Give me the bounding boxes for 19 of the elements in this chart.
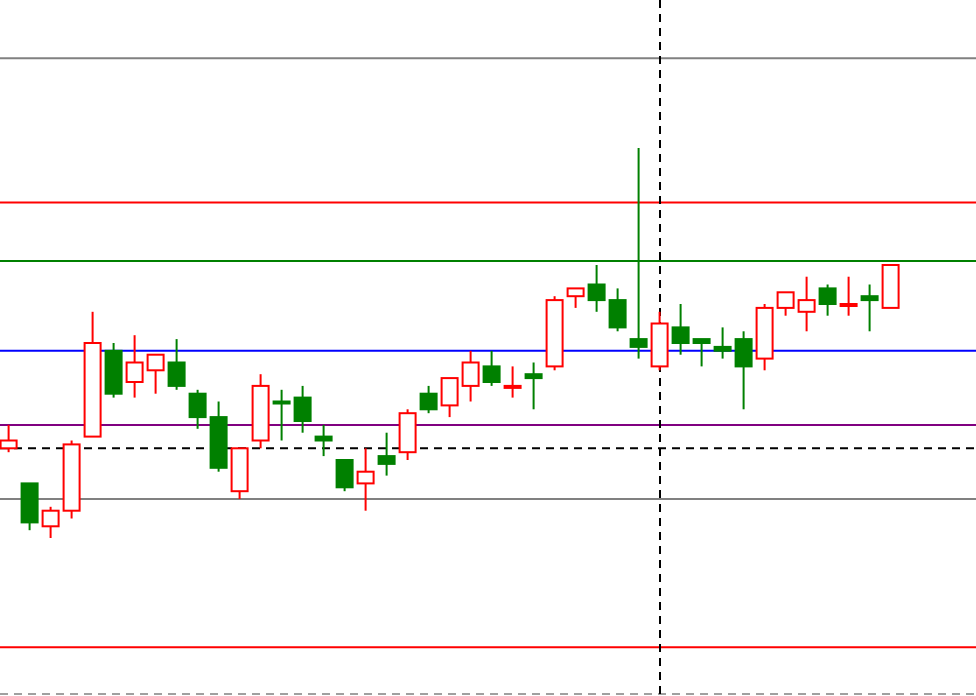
candlestick <box>503 365 522 399</box>
candlestick <box>104 342 123 399</box>
candlestick <box>818 283 837 317</box>
candlestick <box>377 431 396 477</box>
candlestick <box>356 447 375 512</box>
candlestick <box>335 459 354 493</box>
candlestick <box>566 287 585 309</box>
candlestick <box>839 275 858 317</box>
candlestick <box>230 447 249 500</box>
candlestick <box>398 408 417 461</box>
candlestick <box>650 310 669 372</box>
candlestick <box>860 283 879 333</box>
candlestick <box>167 338 186 391</box>
candlestick <box>419 384 438 415</box>
candlestick <box>524 361 543 411</box>
candlestick <box>881 264 900 309</box>
candlestick <box>314 423 333 458</box>
candlestick <box>20 482 39 532</box>
candlestick <box>482 349 501 387</box>
